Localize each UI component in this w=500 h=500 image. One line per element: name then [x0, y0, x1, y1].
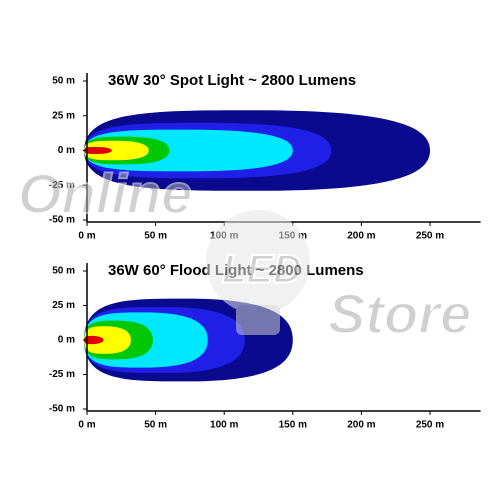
chart-title: 36W 30° Spot Light ~ 2800 Lumens: [108, 72, 356, 89]
y-tick-label: 0 m: [58, 145, 75, 156]
x-tick-label: 250 m: [416, 231, 444, 242]
x-tick-label: 150 m: [279, 420, 307, 431]
x-tick-label: 50 m: [144, 231, 167, 242]
y-tick-label: 50 m: [52, 266, 75, 277]
y-tick-label: -25 m: [49, 180, 75, 191]
y-tick-label: 0 m: [58, 335, 75, 346]
x-tick-label: 0 m: [78, 231, 95, 242]
beam-contour: [84, 335, 104, 345]
beam-contour: [84, 326, 131, 354]
x-tick-label: 250 m: [416, 420, 444, 431]
x-tick-label: 200 m: [347, 420, 375, 431]
y-tick-label: -25 m: [49, 369, 75, 380]
y-tick-label: 50 m: [52, 76, 75, 87]
x-tick-label: 100 m: [210, 420, 238, 431]
y-tick-label: 25 m: [52, 110, 75, 121]
beam-contour: [84, 147, 112, 154]
y-tick-label: -50 m: [49, 215, 75, 226]
beam-contour: [84, 140, 149, 161]
bulb: [206, 210, 310, 314]
bulb-base: [236, 305, 280, 335]
watermark-text: LED: [222, 248, 302, 292]
x-tick-label: 50 m: [144, 420, 167, 431]
watermark-text: Online: [18, 162, 192, 225]
x-tick-label: 0 m: [78, 420, 95, 431]
y-tick-label: -50 m: [49, 404, 75, 415]
watermark: Online LED Store: [17, 161, 472, 346]
y-tick-label: 25 m: [52, 300, 75, 311]
x-tick-label: 200 m: [347, 231, 375, 242]
watermark-text: Store: [328, 282, 471, 345]
